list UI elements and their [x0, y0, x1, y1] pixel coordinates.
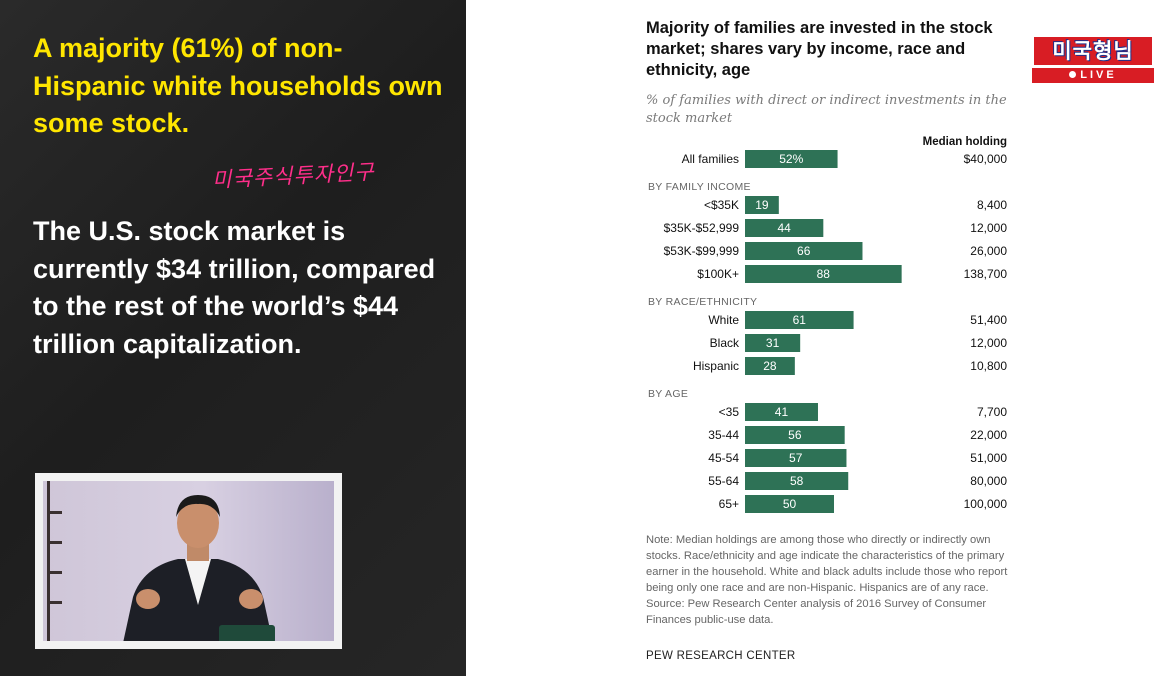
bar-value-label: 19: [755, 198, 769, 212]
chart-note: Note: Median holdings are among those wh…: [646, 534, 1008, 626]
body-text: The U.S. stock market is currently $34 t…: [33, 216, 436, 359]
chart-panel: Majority of families are invested in the…: [466, 0, 1164, 676]
bar: [745, 357, 795, 375]
presenter-figure: [123, 495, 275, 641]
row-label: All families: [682, 152, 739, 166]
median-value: $40,000: [964, 152, 1008, 166]
bar: [745, 196, 779, 214]
live-label: LIVE: [1080, 69, 1117, 81]
median-value: 8,400: [977, 198, 1007, 212]
group-heading: BY RACE/ETHNICITY: [648, 296, 757, 308]
row-label: <$35K: [704, 198, 739, 212]
row-label: 55-64: [708, 474, 739, 488]
presenter-video: [35, 473, 342, 649]
chart-subtitle: % of families with direct or indirect in…: [646, 93, 1007, 126]
row-label: <35: [719, 405, 740, 419]
median-value: 12,000: [970, 221, 1007, 235]
bar-value-label: 57: [789, 451, 803, 465]
group-heading: BY FAMILY INCOME: [648, 181, 751, 193]
median-header: Median holding: [923, 136, 1007, 148]
bar-value-label: 28: [763, 359, 777, 373]
median-value: 51,000: [970, 451, 1007, 465]
row-label: $35K-$52,999: [664, 221, 740, 235]
bar: [745, 403, 818, 421]
chart-source: PEW RESEARCH CENTER: [646, 650, 796, 662]
bar-value-label: 58: [790, 474, 804, 488]
chart-title: Majority of families are invested in the…: [646, 19, 993, 79]
group-heading: BY AGE: [648, 388, 688, 400]
median-value: 7,700: [977, 405, 1007, 419]
live-dot-icon: [1069, 71, 1077, 78]
median-value: 51,400: [970, 313, 1007, 327]
bar-value-label: 41: [775, 405, 789, 419]
bar-value-label: 52%: [779, 152, 803, 166]
bar-value-label: 56: [788, 428, 802, 442]
bar-value-label: 61: [793, 313, 807, 327]
bar: [745, 334, 801, 352]
channel-logo: 미국형님: [1032, 35, 1154, 67]
median-value: 10,800: [970, 359, 1007, 373]
median-value: 26,000: [970, 244, 1007, 258]
bar: [745, 265, 902, 283]
median-value: 80,000: [970, 474, 1007, 488]
median-value: 22,000: [970, 428, 1007, 442]
bar-value-label: 88: [817, 267, 831, 281]
bar-value-label: 31: [766, 336, 780, 350]
background-shelf: [47, 481, 66, 641]
bar: [745, 426, 845, 444]
slide-text-panel: A majority (61%) of non-Hispanic white h…: [0, 0, 466, 676]
row-label: 65+: [719, 497, 739, 511]
bar: [745, 472, 849, 490]
bar: [745, 449, 847, 467]
handwritten-caption: 미국주식투자인구: [211, 159, 376, 193]
live-indicator: LIVE: [1032, 68, 1154, 83]
row-label: 45-54: [708, 451, 739, 465]
row-label: White: [708, 313, 739, 327]
bar-chart: Median holding All families 52% $40,000 BY F…: [648, 136, 1008, 513]
row-label: $53K-$99,999: [664, 244, 740, 258]
bar: [745, 311, 854, 329]
bar: [745, 219, 824, 237]
bar-value-label: 50: [783, 497, 797, 511]
median-value: 138,700: [964, 267, 1008, 281]
bar-value-label: 44: [777, 221, 791, 235]
live-badge: 미국형님 LIVE: [1032, 35, 1154, 85]
row-label: 35-44: [708, 428, 739, 442]
bar-value-label: 66: [797, 244, 811, 258]
median-value: 100,000: [964, 497, 1008, 511]
bar: [745, 495, 834, 513]
row-label: Black: [710, 336, 740, 350]
median-value: 12,000: [970, 336, 1007, 350]
bar: [745, 150, 838, 168]
headline: A majority (61%) of non-Hispanic white h…: [33, 33, 443, 138]
bar: [745, 242, 863, 260]
row-label: $100K+: [697, 267, 739, 281]
row-label: Hispanic: [693, 359, 739, 373]
